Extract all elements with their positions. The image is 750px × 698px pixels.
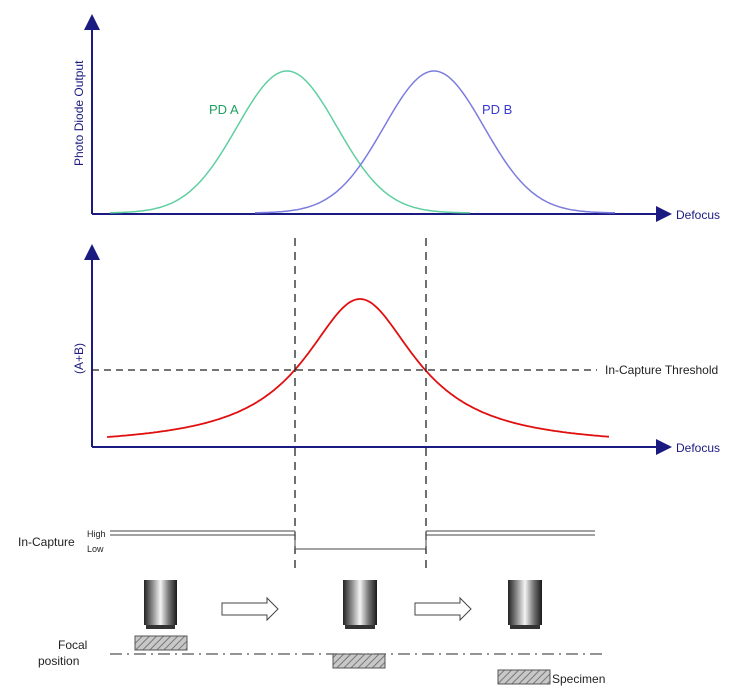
low-label: Low <box>87 544 104 554</box>
focal-label-line1: Focal <box>58 638 87 652</box>
top-plot: PD A PD B Photo Diode Output Defocus <box>72 14 720 222</box>
high-label: High <box>87 529 106 539</box>
in-capture-signal: In-Capture High Low <box>18 529 595 554</box>
top-y-label: Photo Diode Output <box>72 60 86 166</box>
in-capture-label: In-Capture <box>18 535 75 549</box>
pd-a-label: PD A <box>209 102 239 117</box>
sum-curve <box>106 298 610 438</box>
specimen-1 <box>134 635 188 651</box>
pd-a-curve <box>110 70 470 214</box>
specimen-2 <box>332 653 386 669</box>
right-arrow-icon <box>414 596 472 622</box>
objective-lens-3 <box>508 580 542 629</box>
threshold-label: In-Capture Threshold <box>605 363 718 377</box>
objective-lens-2 <box>343 580 377 629</box>
mid-y-label: (A+B) <box>72 343 86 374</box>
focal-label-line2: position <box>38 654 79 668</box>
objective-lens-1 <box>144 580 177 629</box>
mid-x-label: Defocus <box>676 441 720 455</box>
top-x-label: Defocus <box>676 208 720 222</box>
specimen-label: Specimen <box>552 672 605 686</box>
specimen-3 <box>497 669 551 685</box>
right-arrow-icon <box>221 596 279 622</box>
middle-plot: In-Capture Threshold (A+B) Defocus <box>72 244 720 455</box>
pd-b-curve <box>254 70 615 214</box>
pd-b-label: PD B <box>482 102 512 117</box>
